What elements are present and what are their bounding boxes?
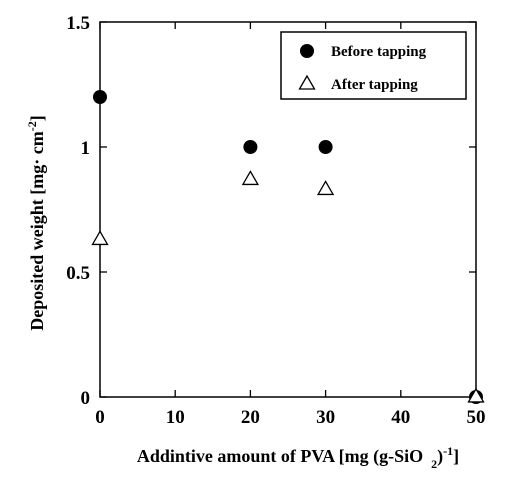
plot-area-border — [99, 21, 477, 398]
x-axis-title-main: Addintive amount of PVA [mg (g-SiO — [137, 446, 423, 467]
point-after-tapping — [241, 170, 260, 186]
x-tick-label: 20 — [241, 407, 260, 428]
x-axis-title-superscript: -1 — [443, 444, 453, 458]
y-tick-label: 1 — [81, 138, 91, 159]
tick-labels: 0 10 20 30 40 50 0 0.5 1 1.5 — [66, 13, 485, 428]
y-tick-label: 0 — [81, 388, 91, 409]
point-after-tapping — [467, 387, 485, 403]
y-tick-label: 1.5 — [66, 13, 90, 34]
x-tick-label: 50 — [467, 407, 486, 428]
point-before-tapping — [243, 140, 258, 154]
x-axis-title-end: ] — [453, 446, 459, 466]
plot-frame — [99, 21, 477, 398]
y-axis-title-superscript: -2 — [25, 121, 39, 131]
legend-label-after-tapping: After tapping — [331, 77, 418, 93]
point-before-tapping — [318, 140, 333, 154]
y-axis-title-main: Deposited weight [mg· cm — [27, 131, 47, 330]
x-axis-title-close: ) — [437, 446, 443, 467]
x-tick-label: 40 — [391, 407, 410, 428]
y-axis-title: Deposited weight [mg· cm-2] — [25, 115, 47, 330]
legend-marker-before-tapping — [300, 44, 314, 58]
y-tick-label: 0.5 — [66, 263, 90, 284]
x-tick-label: 0 — [95, 407, 105, 428]
y-axis-title-end: ] — [27, 115, 47, 121]
x-tick-label: 10 — [166, 407, 185, 428]
axis-ticks — [99, 21, 477, 398]
point-after-tapping — [91, 230, 109, 246]
x-tick-label: 30 — [316, 407, 335, 428]
legend: Before tapping After tapping — [280, 31, 467, 100]
point-before-tapping — [93, 90, 107, 104]
x-axis-title: Addintive amount of PVA [mg (g-SiO 2)-1] — [137, 444, 459, 471]
legend-label-before-tapping: Before tapping — [331, 44, 427, 60]
point-after-tapping — [316, 180, 335, 196]
data-points — [91, 90, 485, 404]
x-axis-title-subscript: 2 — [431, 457, 437, 471]
legend-marker-after-tapping — [298, 74, 316, 90]
